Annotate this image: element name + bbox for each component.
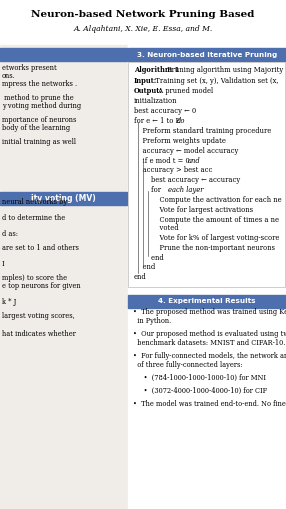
- Bar: [128, 62, 286, 287]
- Text: benchmark datasets: MNIST and CIFAR-10.: benchmark datasets: MNIST and CIFAR-10.: [133, 339, 285, 347]
- Text: initialization: initialization: [134, 97, 178, 105]
- Text: Neuron-based Network Pruning Based: Neuron-based Network Pruning Based: [31, 10, 255, 18]
- Text: ity voting (MV): ity voting (MV): [31, 194, 96, 203]
- Text: do: do: [177, 117, 185, 125]
- Text: for e ← 1 to E: for e ← 1 to E: [134, 117, 182, 125]
- Text: d to determine the: d to determine the: [2, 214, 65, 222]
- Bar: [0, 45, 127, 509]
- Text: d as:: d as:: [2, 230, 18, 238]
- Text: Output:: Output:: [134, 87, 163, 95]
- Text: initial training as well: initial training as well: [2, 138, 76, 146]
- Text: Vote for largest activations: Vote for largest activations: [134, 206, 253, 214]
- Text: in Python.: in Python.: [133, 317, 171, 325]
- Text: mpress the networks .: mpress the networks .: [2, 80, 77, 88]
- Text: Compute the amount of times a ne: Compute the amount of times a ne: [134, 216, 279, 224]
- Text: mportance of neurons: mportance of neurons: [2, 116, 76, 124]
- Text: •  Our proposed method is evaluated using two c: • Our proposed method is evaluated using…: [133, 330, 286, 338]
- Text: best accuracy ← 0: best accuracy ← 0: [134, 107, 196, 115]
- Bar: [0, 192, 127, 205]
- Text: I: I: [2, 260, 5, 268]
- Bar: [0, 48, 127, 61]
- Text: A. Alqahtani, X. Xie, E. Essa, and M.: A. Alqahtani, X. Xie, E. Essa, and M.: [74, 25, 212, 33]
- Text: y voting method during: y voting method during: [2, 102, 81, 110]
- Text: •  For fully-connected models, the network archi: • For fully-connected models, the networ…: [133, 352, 286, 360]
- Text: •  (3072-4000-1000-4000-10) for CIF: • (3072-4000-1000-4000-10) for CIF: [133, 387, 267, 395]
- Bar: [0, 0, 286, 45]
- Text: end: end: [134, 254, 164, 262]
- Text: body of the learning: body of the learning: [2, 124, 70, 132]
- Text: •  The model was trained end-to-end. No fine-tu: • The model was trained end-to-end. No f…: [133, 400, 286, 408]
- Text: Input:: Input:: [134, 77, 157, 85]
- Text: ons.: ons.: [2, 72, 16, 80]
- Text: e top neurons for given: e top neurons for given: [2, 282, 81, 290]
- Text: Compute the activation for each ne: Compute the activation for each ne: [134, 196, 282, 204]
- Text: Preform weights update: Preform weights update: [134, 137, 226, 145]
- Text: end: end: [134, 273, 147, 281]
- Bar: [128, 45, 286, 509]
- Text: Prune the non-important neurons: Prune the non-important neurons: [134, 244, 275, 252]
- Text: Vote for k% of largest voting-score: Vote for k% of largest voting-score: [134, 234, 279, 242]
- Text: Preform standard training procedure: Preform standard training procedure: [134, 127, 271, 135]
- Bar: [128, 48, 286, 61]
- Text: method to prune the: method to prune the: [2, 94, 74, 102]
- Text: 3. Neuron-based Iterative Pruning: 3. Neuron-based Iterative Pruning: [137, 51, 277, 58]
- Text: Algorithm 1: Algorithm 1: [134, 66, 179, 74]
- Text: accuracy > best acc: accuracy > best acc: [134, 166, 212, 174]
- Text: hat indicates whether: hat indicates whether: [2, 330, 76, 338]
- Text: Pruning algorithm using Majority: Pruning algorithm using Majority: [165, 66, 284, 74]
- Text: and: and: [188, 157, 201, 165]
- Text: •  (784-1000-1000-1000-10) for MNI: • (784-1000-1000-1000-10) for MNI: [133, 374, 266, 382]
- Text: if e mod t = 0: if e mod t = 0: [134, 157, 192, 165]
- Text: A pruned model: A pruned model: [154, 87, 213, 95]
- Bar: [128, 295, 286, 308]
- Text: best accuracy ← accuracy: best accuracy ← accuracy: [134, 176, 240, 184]
- Text: are set to 1 and others: are set to 1 and others: [2, 244, 79, 252]
- Text: voted: voted: [134, 224, 179, 232]
- Text: each layer: each layer: [168, 186, 204, 194]
- Text: neural networks by: neural networks by: [2, 198, 67, 206]
- Text: mples) to score the: mples) to score the: [2, 274, 67, 282]
- Text: 4. Experimental Results: 4. Experimental Results: [158, 298, 256, 304]
- Text: for: for: [134, 186, 163, 194]
- Text: accuracy ← model accuracy: accuracy ← model accuracy: [134, 147, 238, 155]
- Text: of three fully-connected layers:: of three fully-connected layers:: [133, 361, 243, 369]
- Text: etworks present: etworks present: [2, 64, 57, 72]
- Text: •  The proposed method was trained using Keras: • The proposed method was trained using …: [133, 308, 286, 316]
- Text: Training set (x, y), Validation set (x,: Training set (x, y), Validation set (x,: [151, 77, 279, 85]
- Text: k * J: k * J: [2, 298, 16, 306]
- Text: end: end: [134, 263, 155, 271]
- Text: largest voting scores,: largest voting scores,: [2, 312, 75, 320]
